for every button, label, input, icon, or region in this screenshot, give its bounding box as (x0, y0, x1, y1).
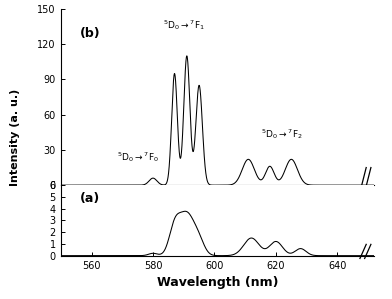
Text: $^5$D$_0$$\rightarrow$$^7$F$_1$: $^5$D$_0$$\rightarrow$$^7$F$_1$ (163, 19, 205, 33)
Text: (a): (a) (80, 192, 100, 205)
Text: (b): (b) (80, 27, 100, 39)
Text: $^5$D$_0$$\rightarrow$$^7$F$_2$: $^5$D$_0$$\rightarrow$$^7$F$_2$ (261, 127, 303, 141)
X-axis label: Wavelength (nm): Wavelength (nm) (157, 276, 278, 289)
Text: Intensity (a. u.): Intensity (a. u.) (10, 89, 20, 186)
Text: $^5$D$_0$$\rightarrow$$^7$F$_0$: $^5$D$_0$$\rightarrow$$^7$F$_0$ (117, 150, 159, 164)
